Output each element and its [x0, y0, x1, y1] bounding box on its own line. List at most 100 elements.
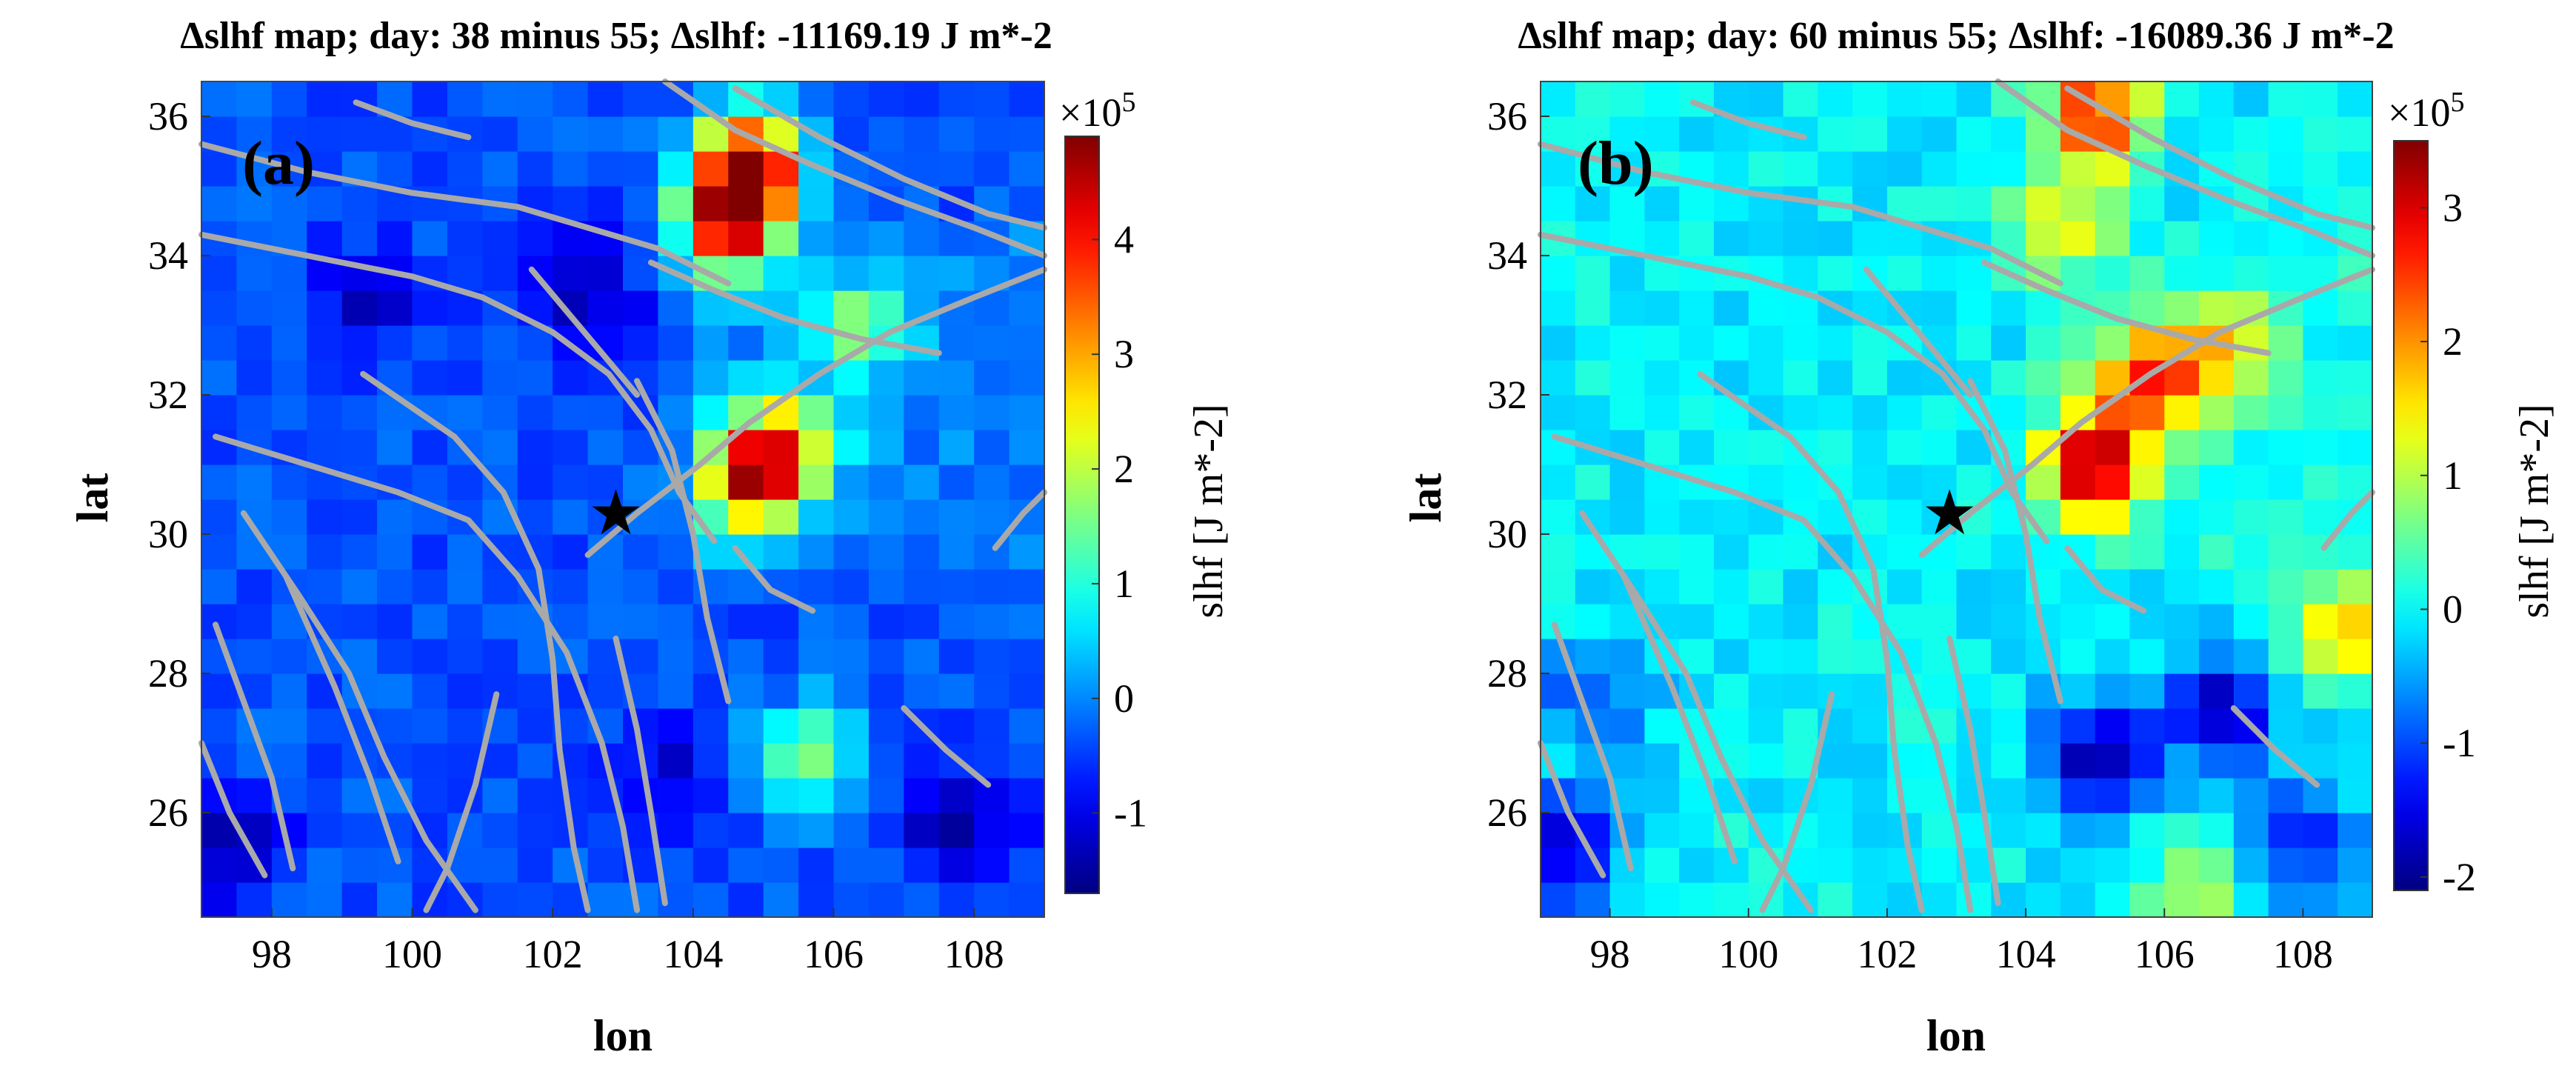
heatmap-cell — [1748, 325, 1784, 361]
heatmap-cell — [2268, 778, 2304, 813]
heatmap-cell — [412, 604, 448, 639]
heatmap-cell — [341, 813, 378, 848]
heatmap-cell — [938, 604, 975, 639]
heatmap-cell — [2164, 778, 2200, 813]
heatmap-cell — [553, 430, 589, 465]
heatmap-cell — [2164, 813, 2200, 848]
heatmap-cell — [693, 360, 729, 396]
heatmap-cell — [1644, 186, 1680, 221]
heatmap-cell — [1009, 708, 1045, 744]
heatmap-cell — [341, 499, 378, 535]
heatmap-cell — [658, 778, 694, 813]
x-tick-label: 98 — [1590, 932, 1630, 976]
y-tick-label: 28 — [1487, 651, 1527, 696]
heatmap-cell — [587, 256, 624, 291]
fault-line — [1538, 740, 1606, 879]
heatmap-cell — [1886, 534, 1923, 570]
heatmap-cell — [798, 813, 835, 848]
heatmap-cell — [1541, 395, 1576, 430]
heatmap-cell — [1818, 778, 1853, 813]
panel-a-x-axis-label: lon — [593, 1011, 653, 1060]
heatmap-cell — [833, 708, 870, 744]
heatmap-cell — [2338, 847, 2373, 883]
heatmap-cell — [1609, 116, 1645, 152]
heatmap-cell — [1679, 186, 1715, 221]
heatmap-cell — [236, 186, 273, 221]
heatmap-cell — [1575, 395, 1611, 430]
heatmap-cell — [2199, 708, 2235, 744]
heatmap-cell — [1609, 81, 1645, 117]
heatmap-cell — [1713, 673, 1749, 709]
heatmap-cell — [2338, 813, 2373, 848]
heatmap-cell — [2129, 256, 2165, 291]
heatmap-cell — [553, 290, 589, 326]
heatmap-cell — [587, 430, 624, 465]
heatmap-cell — [904, 256, 940, 291]
colorbar-tick-label: 1 — [2443, 453, 2463, 498]
heatmap-cell — [2199, 813, 2235, 848]
heatmap-cell — [2303, 778, 2338, 813]
heatmap-cell — [201, 708, 238, 744]
fault-line — [528, 266, 640, 398]
heatmap-cell — [868, 673, 904, 709]
heatmap-cell — [904, 81, 940, 117]
heatmap-cell — [587, 81, 624, 117]
heatmap-cell — [868, 708, 904, 744]
heatmap-cell — [693, 395, 729, 430]
heatmap-cell — [341, 847, 378, 883]
heatmap-cell — [517, 882, 553, 918]
heatmap-cell — [307, 325, 343, 361]
heatmap-cell — [2199, 256, 2235, 291]
heatmap-cell — [1541, 151, 1576, 187]
heatmap-cell — [307, 499, 343, 535]
heatmap-cell — [1991, 569, 2026, 604]
heatmap-cell — [728, 639, 764, 674]
heatmap-cell — [2129, 290, 2165, 326]
heatmap-cell — [763, 464, 799, 500]
heatmap-cell — [1713, 534, 1749, 570]
heatmap-cell — [1818, 325, 1853, 361]
heatmap-cell — [307, 534, 343, 570]
heatmap-cell — [904, 813, 940, 848]
heatmap-cell — [201, 186, 238, 221]
x-tick-label: 102 — [523, 932, 583, 976]
heatmap-cell — [2303, 499, 2338, 535]
heatmap-cell — [2303, 360, 2338, 396]
heatmap-cell — [833, 395, 870, 430]
heatmap-cell — [307, 81, 343, 117]
heatmap-cell — [1679, 116, 1715, 152]
x-tick-label: 100 — [1718, 932, 1778, 976]
panel-b-y-ticks: 26 28 30 32 34 36 — [1487, 94, 1549, 835]
heatmap-cell — [1009, 290, 1045, 326]
heatmap-cell — [2060, 186, 2096, 221]
heatmap-cell — [2268, 534, 2304, 570]
heatmap-cell — [201, 395, 238, 430]
fault-line — [198, 231, 718, 544]
heatmap-cell — [728, 882, 764, 918]
heatmap-cell — [1818, 464, 1853, 500]
heatmap-cell — [201, 325, 238, 361]
heatmap-cell — [1009, 360, 1045, 396]
panel-a-colorbar — [1064, 136, 1100, 894]
heatmap-cell — [2233, 778, 2269, 813]
heatmap-cell — [1783, 151, 1818, 187]
heatmap-cell — [1541, 673, 1576, 709]
heatmap-cell — [377, 430, 413, 465]
heatmap-cell — [2026, 464, 2061, 500]
heatmap-cell — [1886, 499, 1923, 535]
heatmap-cell — [1748, 778, 1784, 813]
heatmap-cell — [868, 395, 904, 430]
heatmap-cell — [1991, 395, 2026, 430]
heatmap-cell — [658, 743, 694, 779]
heatmap-cell — [1921, 569, 1958, 604]
heatmap-cell — [2303, 81, 2338, 117]
heatmap-cell — [2129, 639, 2165, 674]
heatmap-cell — [517, 499, 553, 535]
fault-line — [1621, 573, 1738, 865]
heatmap-cell — [2303, 639, 2338, 674]
heatmap-cell — [517, 116, 553, 152]
heatmap-cell — [833, 743, 870, 779]
heatmap-cell — [1609, 186, 1645, 221]
heatmap-cell — [307, 116, 343, 152]
heatmap-cell — [2129, 847, 2165, 883]
